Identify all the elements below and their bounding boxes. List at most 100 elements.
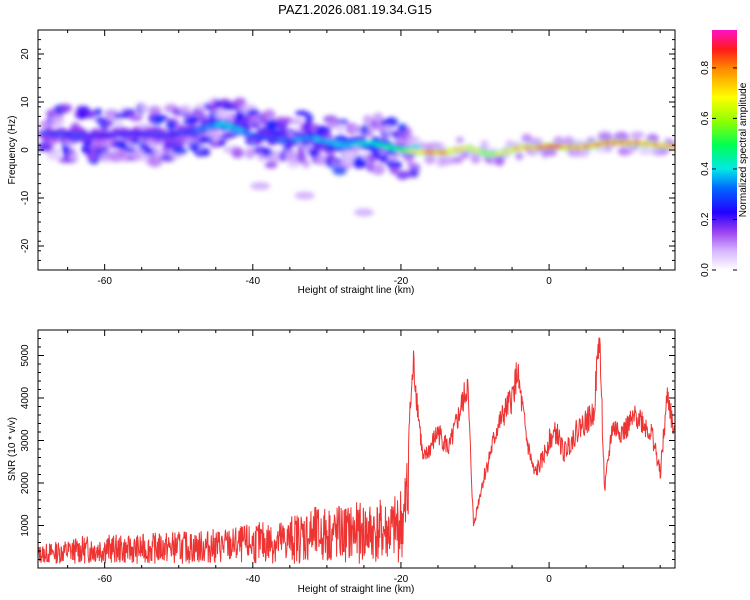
spectrogram-cell — [231, 147, 244, 159]
spectrogram-xtick-label: -40 — [246, 276, 261, 287]
spectrogram-cell — [480, 139, 489, 152]
spectrogram-cell — [147, 155, 163, 168]
spectrogram-cell — [417, 141, 430, 152]
spectrogram-cell — [371, 163, 386, 176]
spectrogram-cell — [198, 114, 209, 123]
spectrogram-cell — [389, 166, 399, 175]
colorbar: 0.0 0.2 0.4 0.6 0.8 Normalized spectral ampl… — [700, 30, 749, 277]
spectrogram-cell — [148, 105, 162, 117]
spectrogram-cell — [597, 132, 613, 142]
spectrogram-ytick-label: 20 — [20, 48, 31, 60]
colorbar-tick-label: 0.4 — [700, 162, 711, 176]
colorbar-tick-label: 0.2 — [700, 212, 711, 226]
spectrogram-cell — [249, 114, 261, 122]
spectrogram-cell — [152, 115, 164, 125]
spectrogram-cell — [217, 138, 227, 147]
snr-xlabel: Height of straight line (km) — [298, 584, 415, 595]
spectrogram-cell — [187, 116, 201, 124]
spectrogram-cell — [76, 105, 90, 113]
snr-xtick-label: -40 — [246, 574, 261, 585]
figure-title: PAZ1.2026.081.19.34.G15 — [278, 2, 432, 17]
snr-ytick-label: 4000 — [20, 386, 31, 409]
spectrogram-xtick-label: 0 — [546, 276, 552, 287]
snr-ytick-label: 5000 — [20, 344, 31, 367]
spectrogram-blob — [294, 191, 315, 200]
spectrogram-cell — [179, 105, 192, 114]
spectrogram-cell — [49, 115, 65, 127]
spectrogram-cell — [455, 136, 464, 144]
snr-ytick-label: 1000 — [20, 514, 31, 537]
spectrogram-cell — [312, 143, 324, 151]
spectrogram-cell — [289, 118, 304, 125]
spectrogram-cell — [121, 108, 136, 118]
spectrogram-cell — [386, 159, 403, 170]
spectrogram-cell — [264, 161, 278, 169]
colorbar-label: Normalized spectral amplitude — [738, 82, 749, 217]
spectrogram-cell — [153, 148, 164, 158]
colorbar-ticks: 0.0 0.2 0.4 0.6 0.8 — [700, 61, 737, 277]
spectrogram-cell — [166, 119, 177, 131]
colorbar-gradient — [712, 30, 737, 270]
spectrogram-xtick-label: -60 — [97, 276, 112, 287]
spectrogram-panel: -60 -40 -20 0 -20 -10 0 10 20 Height of straight… — [7, 29, 676, 296]
spectrogram-blob — [353, 208, 374, 217]
spectrogram-cell — [630, 131, 645, 139]
spectrogram-ytick-label: 10 — [20, 96, 31, 108]
spectrogram-field — [38, 97, 675, 217]
spectrogram-blob — [250, 182, 271, 190]
spectrogram-xtick-label: -20 — [394, 276, 409, 287]
spectrogram-cell — [364, 130, 375, 138]
colorbar-tick-label: 0.6 — [700, 111, 711, 125]
spectrogram-cell — [172, 147, 188, 155]
spectrogram-cell — [296, 151, 307, 164]
spectrogram-cell — [86, 153, 98, 160]
spectrogram-cell — [411, 162, 421, 170]
spectrogram-cell — [250, 122, 261, 130]
spectrogram-cell — [332, 165, 347, 176]
spectrogram-cell — [200, 147, 211, 157]
spectrogram-cell — [139, 103, 149, 113]
spectrogram-cell — [424, 154, 436, 165]
snr-xtick-label: -60 — [97, 574, 112, 585]
spectrogram-cell — [117, 149, 128, 156]
spectrogram-cell — [244, 147, 255, 159]
spectrogram-cell — [617, 146, 633, 156]
spectrogram-cell — [262, 109, 276, 120]
spectrogram-ylabel: Frequency (Hz) — [7, 116, 18, 185]
spectrogram-cell — [128, 114, 143, 122]
snr-xtick-label: 0 — [546, 574, 552, 585]
spectrogram-cell — [61, 145, 70, 152]
spectrogram-xlabel: Height of straight line (km) — [298, 285, 415, 296]
spectrogram-ytick-label: -10 — [20, 190, 31, 205]
spectrogram-cell — [295, 110, 309, 117]
snr-ylabel: SNR (10 * v/v) — [7, 417, 18, 481]
spectrogram-marks — [38, 97, 675, 217]
spectrogram-cell — [86, 109, 96, 119]
spectrogram-cell — [234, 113, 244, 123]
spectrogram-cell — [494, 155, 505, 167]
snr-panel: -60 -40 -20 0 1000 2000 3000 4000 5000 Height of… — [7, 329, 676, 595]
spectrogram-cell — [451, 156, 464, 164]
snr-axes: -60 -40 -20 0 1000 2000 3000 4000 5000 — [20, 329, 675, 585]
spectrogram-cell — [638, 147, 652, 156]
spectrogram-cell — [220, 132, 237, 139]
spectrogram-cell — [335, 123, 345, 133]
spectrogram-cell — [304, 113, 314, 125]
spectrogram-cell — [396, 170, 410, 180]
spectrogram-cell — [46, 150, 61, 161]
spectrogram-cell — [383, 124, 394, 136]
spectrogram-cell — [515, 152, 524, 161]
snr-marks — [38, 337, 675, 564]
spectrogram-cell — [277, 121, 288, 131]
spectrogram-cell — [528, 137, 543, 146]
spectrogram-ytick-label: 0 — [20, 147, 31, 153]
snr-series-line — [38, 337, 675, 564]
snr-ytick-label: 2000 — [20, 471, 31, 494]
spectrogram-cell — [603, 145, 613, 153]
spectrogram-cell — [76, 110, 88, 120]
spectrogram-cell — [284, 150, 301, 163]
spectrogram-cell — [405, 135, 421, 146]
spectrogram-cell — [397, 123, 408, 133]
